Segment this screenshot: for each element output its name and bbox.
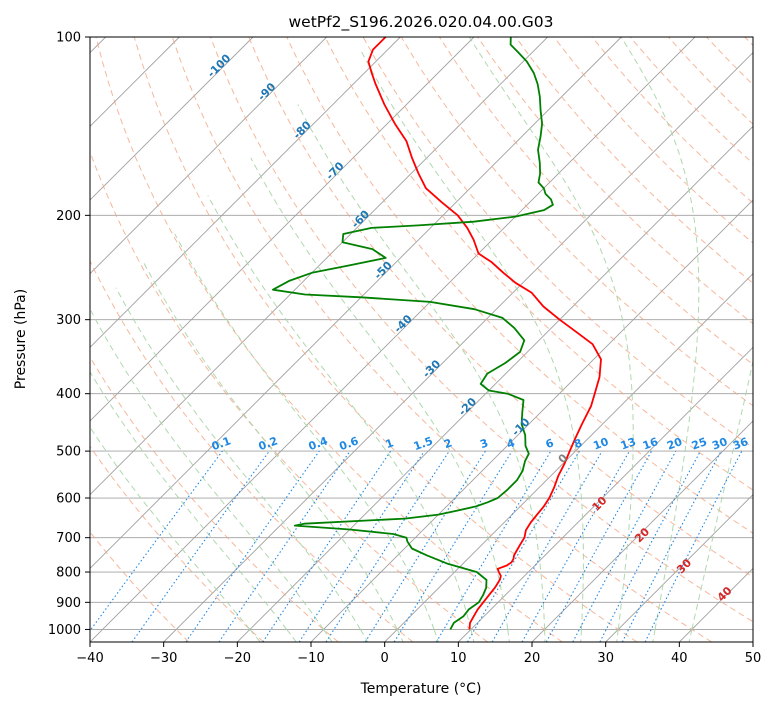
mixing-ratio-label: 16: [641, 435, 660, 453]
dry-adiabat-line: [171, 37, 712, 642]
mixing-ratio-line: [218, 450, 351, 642]
y-axis-label: Pressure (hPa): [13, 289, 29, 389]
moist-adiabat-line: [468, 37, 634, 642]
moist-adiabat-line: [90, 426, 261, 642]
isotherm-line: [237, 125, 753, 642]
plot-frame: [89, 36, 754, 643]
moist-adiabat-line: [297, 104, 546, 642]
moist-adiabat-line: [359, 49, 584, 642]
sounding-series: [272, 37, 602, 630]
mixing-ratio-label: 1: [384, 436, 396, 451]
isotherm-line: [458, 346, 753, 642]
mixing-ratio-label: 0.4: [307, 434, 330, 453]
dry-adiabat-line: [95, 37, 563, 642]
moist-adiabat-line: [207, 195, 475, 642]
y-tick-label: 600: [56, 492, 81, 507]
mixing-ratio-line: [521, 450, 630, 642]
moist-adiabat-line: [174, 233, 439, 642]
temperature-line: [367, 37, 602, 630]
moist-adiabat-line: [143, 262, 404, 642]
isotherm-line: [90, 37, 254, 201]
mixing-ratio-line: [325, 450, 450, 642]
isotherm-line: [163, 52, 753, 642]
x-tick-label: −20: [224, 651, 251, 666]
mixing-ratio-line: [572, 450, 677, 642]
mixing-ratio-line: [393, 450, 513, 642]
x-tick-label: 40: [671, 651, 688, 666]
mixing-ratio-line: [262, 450, 392, 642]
axes: −40 −30 −20 −10 0 10 20 30 40 50 1000 900 800 700 600 5…: [48, 31, 761, 667]
mixing-ratio-label: 4: [505, 436, 517, 451]
y-tick-label: 800: [56, 566, 81, 581]
mixing-ratio-label: 10: [591, 435, 610, 453]
x-tick-label: 30: [597, 651, 614, 666]
mixing-ratio-line: [185, 450, 320, 642]
mixing-ratio-line: [298, 450, 425, 642]
isotherm-line: [90, 37, 401, 348]
y-tick-label: 1000: [48, 623, 81, 638]
x-tick-label: 10: [450, 651, 467, 666]
isotherm-line: [90, 37, 475, 422]
isotherm-line: [90, 37, 327, 275]
y-tick-label: 300: [56, 313, 81, 328]
x-tick-label: 0: [381, 651, 389, 666]
dry-adiabat-line: [515, 37, 753, 284]
moist-adiabat-line: [620, 37, 700, 642]
dry-adiabat-line: [248, 37, 753, 578]
isotherm-line: [90, 37, 548, 496]
y-tick-label: 500: [56, 445, 81, 460]
mixing-ratio-line: [644, 450, 743, 642]
chart-title: wetPf2_S196.2026.020.04.00.G03: [289, 13, 554, 32]
isotherm-line: [90, 37, 696, 642]
dewpoint-line: [272, 37, 554, 630]
mixing-ratio-label: 13: [619, 435, 638, 452]
dry-adiabat-line: [90, 445, 264, 642]
mixing-ratio-label: 3: [478, 436, 490, 451]
mixing-ratio-label: 30: [710, 435, 729, 453]
isotherm-line: [605, 494, 753, 642]
mixing-ratio-label: 25: [690, 435, 709, 452]
mixing-ratio-label: 0.1: [210, 434, 233, 453]
mixing-ratio-label: 2: [442, 436, 454, 451]
y-tick-label: 100: [56, 31, 81, 46]
moist-adiabat-line: [90, 370, 297, 642]
moist-adiabat-line: [250, 157, 510, 642]
mixing-ratio-line: [131, 450, 270, 642]
mixing-ratio-label: 0.2: [257, 434, 280, 453]
x-axis-label: Temperature (°C): [360, 681, 482, 697]
moist-adiabat-line: [90, 310, 333, 642]
isotherm-line: [90, 37, 622, 569]
mixing-ratio-label: 1.5: [412, 434, 435, 453]
y-tick-label: 900: [56, 596, 81, 611]
dry-adiabat-line: [324, 37, 753, 491]
dry-adiabat-line: [286, 37, 753, 534]
y-tick-label: 400: [56, 387, 81, 402]
isotherm-line: [531, 420, 753, 642]
mixing-ratio-label: 6: [544, 436, 556, 451]
x-tick-label: −10: [297, 651, 324, 666]
mixing-ratio-label: 36: [731, 435, 750, 453]
x-tick-label: −40: [76, 651, 103, 666]
dry-adiabat-line: [133, 37, 638, 642]
dry-adiabat-line: [90, 356, 339, 642]
mixing-ratio-line: [90, 450, 223, 632]
y-tick-label: 700: [56, 531, 81, 546]
dry-adiabat-line: [90, 259, 414, 642]
mixing-ratio-label: 8: [572, 436, 584, 451]
isotherm-line: [384, 273, 753, 642]
background-lines: [90, 37, 753, 642]
dry-adiabat-line: [210, 37, 753, 623]
x-tick-label: −30: [150, 651, 177, 666]
x-tick-label: 20: [524, 651, 541, 666]
mixing-ratio-label: 20: [665, 435, 684, 453]
x-tick-label: 50: [745, 651, 762, 666]
moist-adiabat-line: [688, 358, 753, 642]
moist-adiabat-line: [115, 287, 369, 642]
mixing-ratio-label: 0.6: [338, 434, 361, 453]
mixing-ratio-line: [545, 450, 653, 642]
y-tick-label: 200: [56, 209, 81, 224]
